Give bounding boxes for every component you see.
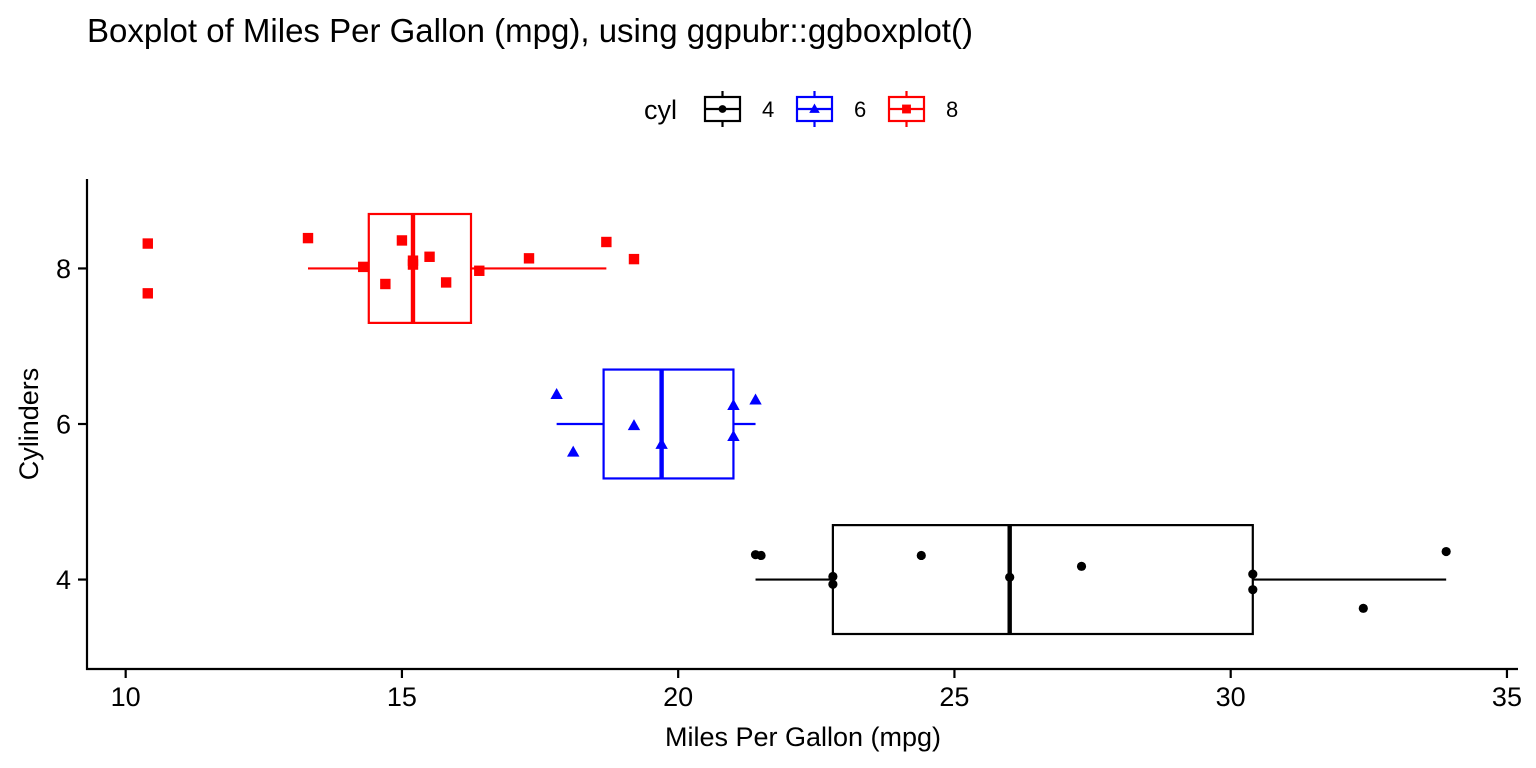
- axes: 10 15 20 25 30 35 4 6 8: [56, 179, 1522, 712]
- legend-title: cyl: [644, 95, 677, 125]
- data-point-4: [828, 571, 838, 582]
- chart-title: Boxplot of Miles Per Gallon (mpg), using…: [87, 12, 973, 49]
- data-point-8: [142, 238, 153, 249]
- boxes: [308, 212, 1447, 636]
- x-axis-label: Miles Per Gallon (mpg): [665, 722, 941, 752]
- data-point-6: [727, 430, 740, 442]
- data-point-4: [1248, 585, 1258, 595]
- legend-key-4: 4: [703, 91, 774, 127]
- legend-label: 4: [762, 97, 774, 122]
- data-point-8: [440, 277, 452, 288]
- legend: cyl 4 6 8: [644, 91, 958, 127]
- box-6: [556, 368, 756, 480]
- box-4: [755, 524, 1447, 636]
- data-point-6: [749, 393, 762, 405]
- legend-key-marker: [809, 103, 820, 113]
- data-point-8: [358, 261, 369, 273]
- legend-key-8: 8: [887, 91, 958, 127]
- legend-label: 8: [946, 97, 958, 122]
- x-tick-label: 35: [1492, 682, 1522, 712]
- data-point-8: [407, 255, 419, 266]
- legend-key-marker: [718, 105, 727, 113]
- data-point-6: [655, 437, 668, 449]
- data-point-4: [1248, 569, 1258, 579]
- x-tick-label: 15: [387, 682, 417, 712]
- x-tick-label: 25: [939, 682, 969, 712]
- data-point-8: [523, 253, 535, 264]
- data-point-6: [727, 398, 740, 410]
- box-body: [831, 524, 1254, 636]
- legend-key-marker: [902, 104, 911, 114]
- y-tick-label: 4: [56, 565, 71, 595]
- data-point-4: [828, 579, 838, 589]
- data-points: [142, 232, 1451, 613]
- box-body: [367, 212, 473, 324]
- data-point-6: [567, 445, 580, 457]
- data-point-8: [474, 265, 485, 276]
- data-point-4: [1441, 546, 1451, 557]
- data-point-4: [916, 550, 926, 561]
- data-point-8: [628, 253, 640, 265]
- data-point-4: [1005, 572, 1015, 582]
- data-point-6: [550, 388, 563, 400]
- y-axis-label: Cylinders: [14, 368, 44, 481]
- x-tick-label: 10: [111, 682, 141, 712]
- data-point-4: [756, 550, 766, 561]
- data-point-6: [627, 419, 641, 431]
- data-point-8: [142, 288, 153, 299]
- box-body: [602, 368, 735, 480]
- data-point-4: [1358, 603, 1368, 613]
- data-point-4: [1076, 561, 1087, 571]
- x-tick-label: 20: [663, 682, 693, 712]
- data-point-8: [302, 232, 314, 244]
- data-point-8: [601, 236, 612, 248]
- box-8: [308, 212, 607, 324]
- legend-label: 6: [854, 97, 866, 122]
- data-point-8: [424, 251, 435, 262]
- legend-key-6: 6: [795, 91, 866, 127]
- x-tick-label: 30: [1216, 682, 1246, 712]
- data-point-8: [380, 278, 391, 290]
- y-tick-label: 6: [56, 410, 71, 440]
- y-tick-label: 8: [56, 254, 71, 284]
- data-point-8: [396, 235, 408, 246]
